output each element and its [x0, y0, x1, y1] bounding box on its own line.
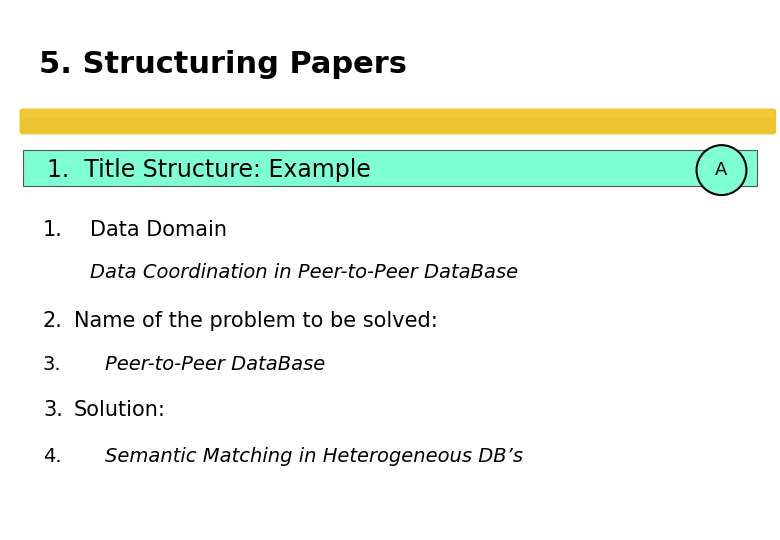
Text: 5. Structuring Papers: 5. Structuring Papers [39, 50, 407, 79]
Text: A: A [715, 161, 728, 179]
Text: 1.: 1. [43, 219, 62, 240]
Text: 3.: 3. [43, 400, 62, 421]
FancyBboxPatch shape [23, 150, 757, 186]
Text: Data Coordination in Peer-to-Peer DataBase: Data Coordination in Peer-to-Peer DataBa… [90, 263, 518, 282]
Text: Data Domain: Data Domain [90, 219, 227, 240]
Text: Name of the problem to be solved:: Name of the problem to be solved: [74, 311, 438, 332]
Ellipse shape [697, 145, 746, 195]
Text: 4.: 4. [43, 447, 62, 466]
Text: Peer-to-Peer DataBase: Peer-to-Peer DataBase [105, 355, 325, 374]
FancyBboxPatch shape [22, 110, 774, 118]
Text: 3.: 3. [43, 355, 62, 374]
Text: 1.  Title Structure: Example: 1. Title Structure: Example [47, 158, 370, 182]
Text: 2.: 2. [43, 311, 62, 332]
Text: Semantic Matching in Heterogeneous DB’s: Semantic Matching in Heterogeneous DB’s [105, 447, 523, 466]
Text: Solution:: Solution: [74, 400, 166, 421]
FancyBboxPatch shape [20, 109, 776, 134]
